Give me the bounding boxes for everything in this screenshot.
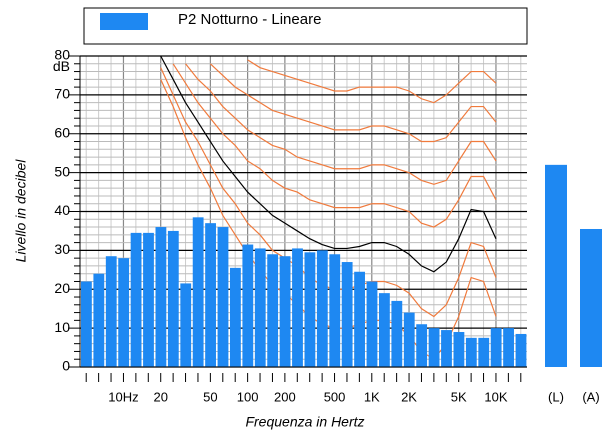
bar	[93, 273, 105, 367]
bar	[130, 232, 142, 367]
bar	[379, 293, 390, 367]
x-tick-label: 10K	[484, 389, 507, 404]
legend-box	[83, 7, 528, 45]
bar	[267, 254, 279, 367]
bar	[316, 250, 328, 367]
bar	[329, 254, 341, 367]
contour-line	[247, 59, 497, 104]
contour-line	[209, 63, 497, 143]
y-tick-label: 40	[54, 202, 70, 218]
bar	[465, 337, 477, 367]
bar	[167, 230, 179, 367]
bar	[155, 227, 167, 367]
bar	[490, 328, 502, 367]
bar	[416, 324, 428, 367]
bar	[391, 300, 403, 367]
y-tick-label: 50	[54, 163, 70, 179]
contour-line	[160, 79, 497, 361]
y-tick-label: 10	[54, 319, 70, 335]
x-axis-label: Frequenza in Hertz	[245, 414, 364, 430]
bar	[217, 227, 229, 367]
bar	[366, 281, 378, 367]
bar	[403, 312, 415, 367]
summary-label: (L)	[548, 389, 564, 404]
bar	[304, 252, 316, 367]
x-tick-label: 10Hz	[108, 389, 138, 404]
bar	[81, 281, 92, 367]
bar	[279, 256, 291, 367]
bar	[242, 244, 254, 367]
y-tick-label: 70	[54, 86, 70, 102]
bar	[230, 267, 241, 367]
y-unit-label: dB	[53, 58, 70, 74]
y-tick-label: 20	[54, 280, 70, 296]
summary-label: (A)	[582, 389, 599, 404]
bar	[143, 232, 154, 367]
bar	[453, 332, 465, 367]
bar	[545, 164, 567, 367]
bar	[515, 333, 527, 367]
bar	[354, 271, 365, 367]
x-tick-label: 100	[237, 389, 259, 404]
contour-line	[160, 67, 497, 318]
bar	[254, 248, 266, 367]
bar	[428, 328, 440, 367]
contour-line	[160, 55, 497, 273]
y-axis-label: Livello in decibel	[13, 159, 29, 263]
bar	[441, 330, 452, 367]
x-tick-label: 500	[324, 389, 346, 404]
bar	[105, 256, 117, 367]
x-tick-label: 50	[203, 389, 217, 404]
x-tick-label: 200	[274, 389, 296, 404]
x-tick-label: 20	[153, 389, 167, 404]
bar	[503, 328, 514, 367]
y-tick-label: 0	[62, 358, 70, 374]
contour-line	[172, 63, 497, 228]
legend-label: P2 Notturno - Lineare	[178, 11, 321, 28]
bar	[180, 283, 192, 367]
bar	[341, 262, 353, 367]
bar	[292, 248, 303, 367]
contour-line	[185, 63, 497, 185]
bar	[478, 337, 490, 367]
y-tick-label: 80	[54, 47, 70, 63]
y-tick-label: 30	[54, 241, 70, 257]
bar	[205, 223, 216, 367]
x-tick-label: 1K	[364, 389, 380, 404]
bar	[580, 228, 602, 367]
bar	[192, 217, 204, 367]
legend-swatch	[100, 13, 148, 30]
x-tick-label: 2K	[401, 389, 417, 404]
y-tick-label: 60	[54, 124, 70, 140]
x-tick-label: 5K	[451, 389, 467, 404]
bar	[118, 258, 130, 367]
